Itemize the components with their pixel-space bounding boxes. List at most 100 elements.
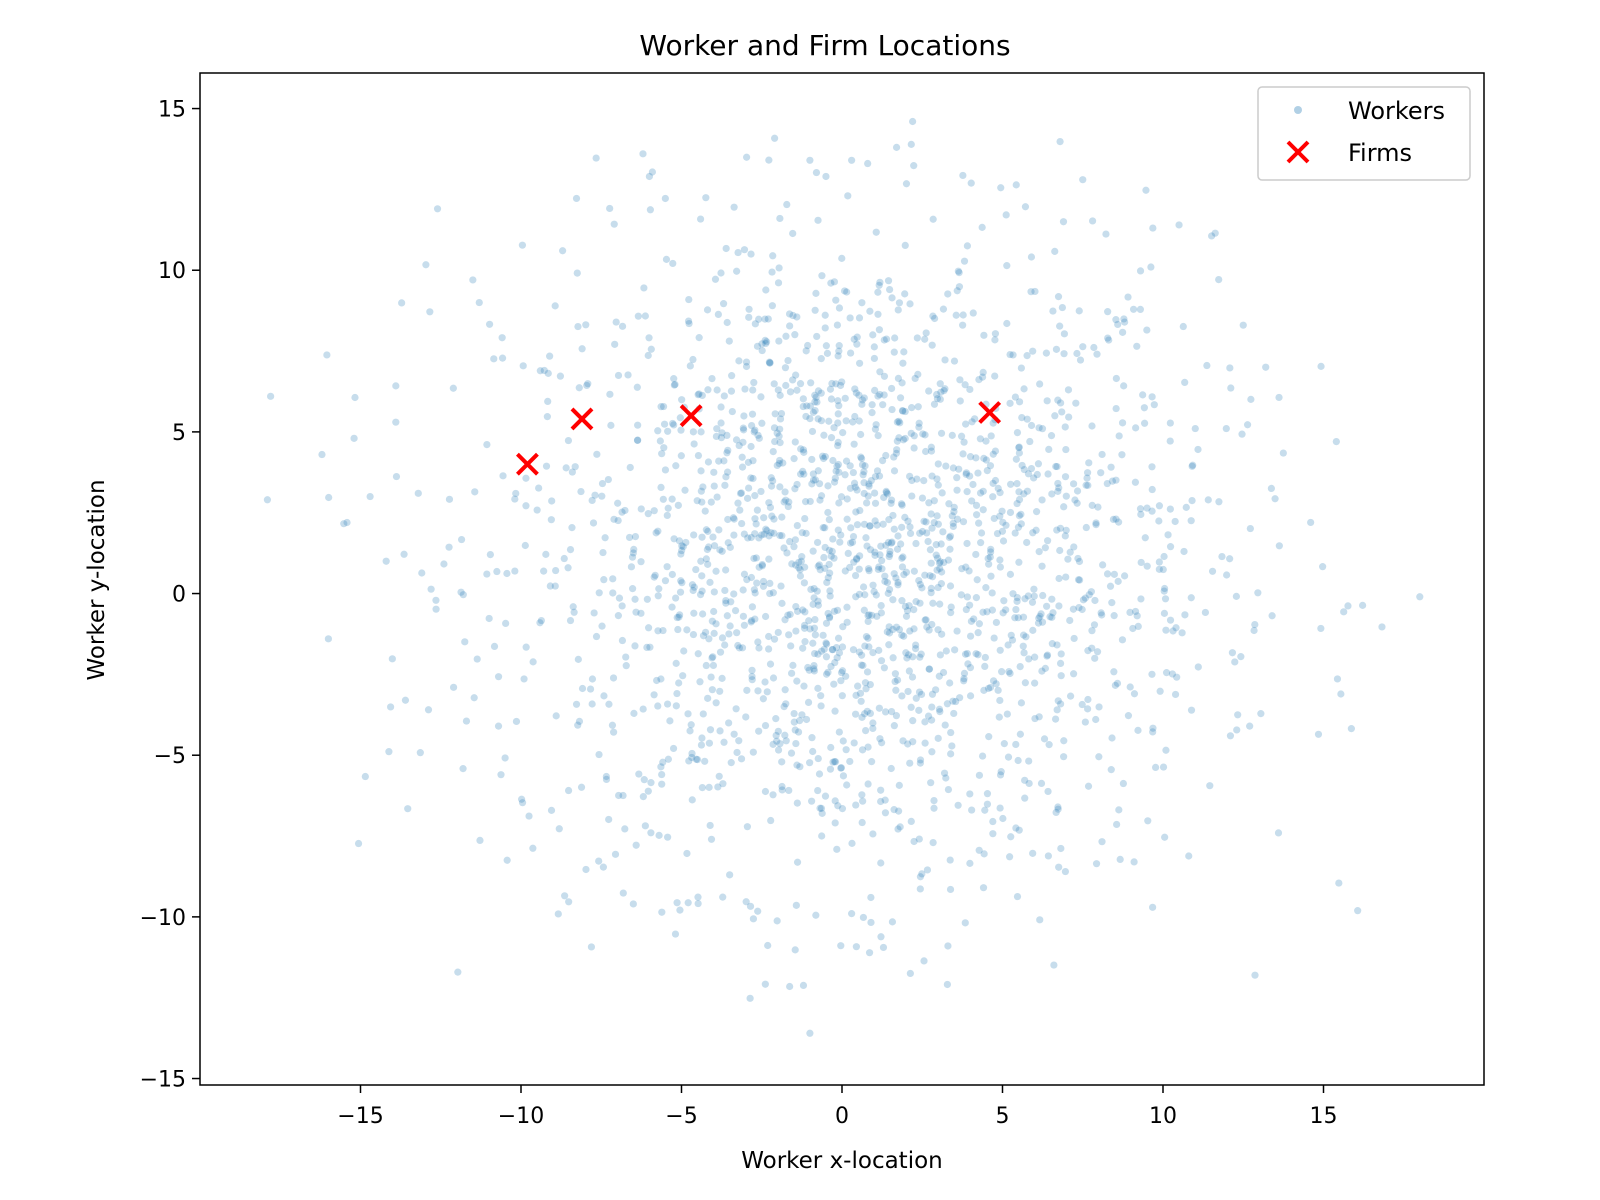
- worker-point: [588, 700, 596, 708]
- worker-point: [641, 822, 649, 830]
- worker-point: [888, 538, 896, 546]
- worker-point: [354, 839, 363, 848]
- worker-point: [786, 982, 794, 991]
- worker-point: [890, 525, 898, 533]
- worker-point: [1020, 465, 1028, 474]
- worker-point: [937, 429, 946, 437]
- worker-point: [904, 517, 912, 525]
- worker-point: [1027, 288, 1035, 296]
- worker-point: [996, 646, 1004, 654]
- worker-point: [595, 750, 603, 759]
- worker-point: [847, 524, 855, 532]
- worker-point: [738, 644, 747, 652]
- worker-point: [606, 390, 614, 398]
- worker-point: [1126, 608, 1134, 616]
- worker-point: [817, 355, 825, 363]
- worker-point: [858, 713, 866, 721]
- worker-point: [906, 300, 914, 308]
- worker-point: [697, 428, 705, 436]
- worker-point: [1246, 722, 1254, 730]
- worker-point: [537, 616, 545, 625]
- worker-point: [1148, 507, 1156, 515]
- worker-point: [898, 563, 907, 571]
- worker-point: [475, 298, 483, 307]
- worker-point: [802, 715, 811, 724]
- worker-point: [674, 501, 682, 509]
- worker-point: [449, 683, 458, 691]
- worker-point: [938, 630, 946, 638]
- worker-point: [1087, 588, 1095, 596]
- worker-point: [622, 662, 630, 670]
- worker-point: [1254, 589, 1262, 597]
- worker-point: [871, 473, 880, 481]
- worker-point: [766, 359, 774, 367]
- worker-point: [703, 545, 711, 554]
- worker-point: [704, 386, 712, 394]
- worker-point: [608, 721, 617, 729]
- worker-point: [612, 318, 620, 326]
- worker-point: [972, 501, 981, 510]
- worker-point: [651, 571, 659, 579]
- worker-point: [814, 650, 822, 658]
- worker-point: [640, 776, 648, 784]
- worker-point: [843, 515, 851, 523]
- worker-point: [989, 677, 998, 685]
- worker-point: [1074, 554, 1082, 563]
- worker-point: [856, 552, 864, 560]
- worker-point: [860, 520, 869, 528]
- worker-point: [864, 611, 872, 620]
- worker-point: [1175, 221, 1183, 229]
- worker-point: [1019, 613, 1028, 621]
- worker-point: [793, 313, 801, 321]
- worker-point: [775, 264, 783, 272]
- worker-point: [1162, 626, 1170, 634]
- worker-point: [670, 535, 678, 543]
- worker-point: [791, 485, 799, 493]
- worker-point: [647, 345, 655, 353]
- worker-point: [813, 587, 821, 595]
- worker-point: [1044, 537, 1052, 545]
- worker-point: [907, 429, 915, 437]
- worker-point: [752, 520, 760, 528]
- worker-point: [753, 579, 761, 587]
- worker-point: [1194, 663, 1202, 671]
- worker-point: [1055, 484, 1063, 492]
- worker-point: [838, 667, 847, 675]
- worker-point: [758, 560, 766, 569]
- worker-point: [1025, 757, 1033, 765]
- worker-point: [1023, 415, 1031, 423]
- worker-point: [685, 319, 693, 328]
- worker-point: [1002, 606, 1010, 614]
- worker-point: [975, 846, 983, 854]
- worker-point: [719, 780, 727, 788]
- worker-point: [812, 168, 821, 177]
- worker-point: [1023, 538, 1031, 547]
- worker-point: [683, 626, 691, 634]
- worker-point: [876, 390, 884, 399]
- worker-point: [761, 612, 770, 621]
- worker-point: [1007, 631, 1015, 639]
- worker-point: [1021, 679, 1029, 687]
- worker-point: [791, 536, 799, 544]
- worker-point: [1030, 474, 1038, 482]
- worker-point: [1191, 424, 1199, 433]
- worker-point: [892, 143, 901, 151]
- worker-point: [891, 334, 899, 342]
- worker-point: [916, 599, 924, 607]
- worker-point: [660, 420, 669, 428]
- worker-point: [870, 588, 878, 596]
- worker-point: [988, 606, 996, 614]
- worker-point: [855, 565, 863, 573]
- worker-point: [627, 563, 636, 571]
- worker-point: [1069, 480, 1078, 488]
- worker-point: [793, 521, 801, 530]
- worker-point: [1182, 503, 1190, 511]
- worker-point: [913, 475, 921, 483]
- worker-point: [790, 709, 798, 718]
- worker-point: [966, 632, 975, 640]
- worker-point: [709, 533, 717, 541]
- worker-point: [1042, 349, 1050, 357]
- worker-point: [828, 547, 836, 556]
- worker-point: [751, 320, 759, 328]
